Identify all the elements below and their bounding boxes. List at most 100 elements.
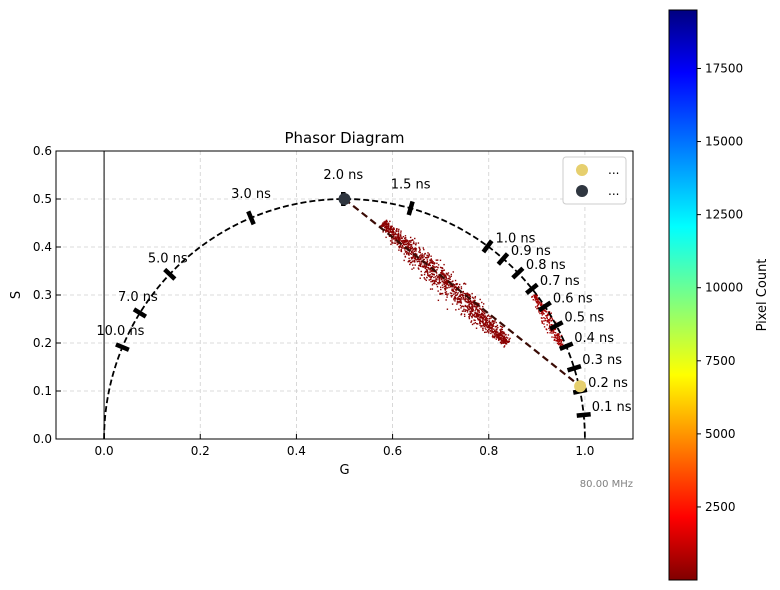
pixel-point (460, 300, 462, 302)
pixel-point (419, 251, 421, 254)
pixel-point (433, 265, 435, 268)
pixel-point (546, 314, 549, 317)
pixel-point (501, 342, 504, 344)
pixel-point (437, 275, 440, 278)
pixel-point (461, 310, 464, 312)
pixel-point (468, 301, 470, 303)
pixel-point (546, 319, 548, 322)
pixel-point (477, 323, 479, 325)
pixel-point (455, 289, 457, 291)
pixel-point (552, 332, 555, 334)
pixel-point (557, 334, 560, 336)
pixel-point (535, 300, 537, 303)
pixel-point (489, 324, 491, 326)
pixel-point (536, 300, 538, 303)
pixel-point (501, 335, 503, 338)
pixel-point (439, 266, 442, 269)
lifetime-tick (511, 266, 525, 280)
pixel-point (443, 269, 445, 271)
lifetime-label: 0.7 ns (540, 274, 580, 289)
pixel-point (426, 270, 428, 273)
pixel-point (505, 336, 508, 338)
pixel-point (471, 309, 473, 312)
pixel-point (413, 255, 415, 258)
pixel-point (420, 257, 422, 259)
pixel-point (440, 293, 442, 295)
pixel-point (557, 341, 560, 343)
pixel-point (453, 285, 455, 287)
lifetime-tick (406, 200, 415, 216)
pixel-point (403, 239, 405, 241)
pixel-point (415, 250, 417, 252)
pixel-point (466, 309, 469, 312)
pixel-point (502, 341, 504, 343)
pixel-point (457, 300, 459, 303)
pixel-point (488, 332, 490, 334)
pixel-point (497, 333, 499, 335)
pixel-point (500, 334, 502, 337)
pixel-point (444, 281, 447, 284)
pixel-point (388, 230, 390, 233)
pixel-point (478, 303, 480, 305)
pixel-point (413, 257, 416, 259)
pixel-point (396, 243, 399, 246)
pixel-point (445, 285, 447, 287)
pixel-point (494, 320, 496, 322)
pixel-point (492, 322, 495, 325)
pixel-point (395, 238, 397, 240)
pixel-point (440, 276, 442, 278)
pixel-point (472, 297, 475, 299)
pixel-point (537, 303, 540, 306)
pixel-point (486, 319, 489, 322)
pixel-point (419, 263, 422, 266)
pixel-point (391, 231, 393, 233)
pixel-point (544, 317, 546, 320)
pixel-point (415, 248, 418, 250)
pixel-point (390, 230, 392, 232)
pixel-point (470, 301, 473, 303)
pixel-point (479, 298, 481, 301)
lifetime-label: 3.0 ns (231, 187, 271, 202)
pixel-point (536, 294, 539, 297)
pixel-point (471, 292, 473, 295)
pixel-point (404, 255, 406, 258)
pixel-point (497, 335, 499, 337)
pixel-point (429, 276, 431, 278)
pixel-point (401, 242, 404, 244)
pixel-point (491, 329, 493, 331)
pixel-point (450, 275, 452, 278)
pixel-point (425, 279, 427, 282)
pixel-point (488, 318, 490, 320)
pixel-point (485, 316, 488, 319)
pixel-point (492, 323, 494, 325)
pixel-point (486, 321, 489, 324)
pixel-point (477, 319, 480, 321)
pixel-point (485, 324, 487, 326)
pixel-point (469, 294, 471, 297)
pixel-point (454, 300, 456, 302)
pixel-point (494, 335, 496, 337)
pixel-point (559, 344, 562, 347)
pixel-point (451, 294, 454, 297)
pixel-point (468, 305, 470, 308)
pixel-point (482, 311, 485, 313)
lifetime-tick (576, 412, 591, 418)
pixel-point (548, 319, 550, 322)
pixel-point (441, 273, 443, 275)
pixel-point (470, 320, 473, 322)
pixel-point (442, 272, 444, 274)
pixel-point (478, 313, 481, 316)
pixel-point (505, 338, 507, 341)
pixel-point (470, 321, 472, 323)
pixel-point (398, 237, 401, 240)
pixel-point (410, 239, 412, 242)
pixel-point (493, 331, 495, 333)
pixel-point (499, 338, 501, 341)
colorbar-tick-label: 15000 (705, 135, 743, 149)
pixel-point (407, 253, 410, 256)
pixel-point (490, 317, 492, 319)
pixel-point (463, 305, 465, 308)
pixel-point (419, 264, 422, 267)
pixel-point (477, 316, 480, 318)
pixel-point (424, 270, 427, 273)
